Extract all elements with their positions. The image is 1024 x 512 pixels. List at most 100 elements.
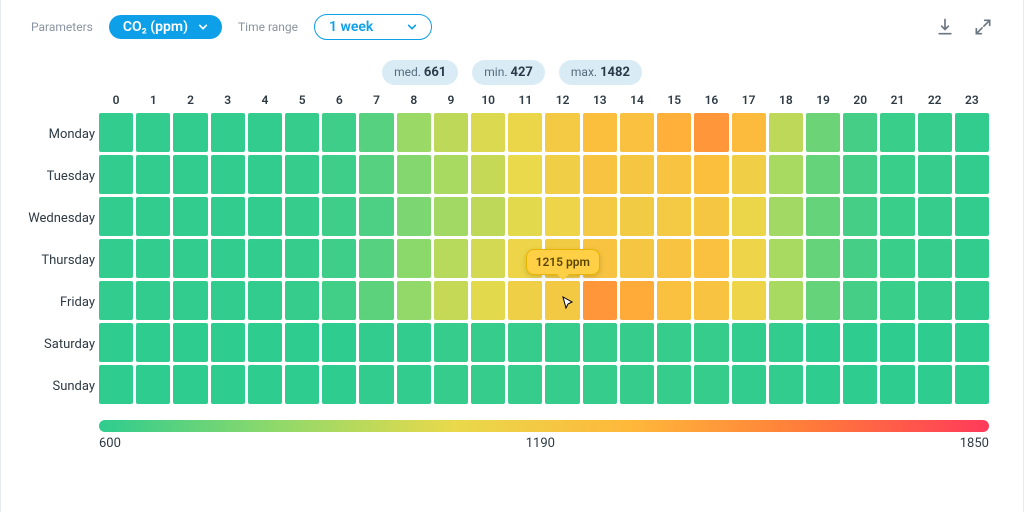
heatmap-cell[interactable] <box>173 365 207 404</box>
heatmap-cell[interactable] <box>397 365 431 404</box>
heatmap-cell[interactable] <box>248 239 282 278</box>
heatmap-cell[interactable] <box>359 323 393 362</box>
heatmap-cell[interactable] <box>173 323 207 362</box>
heatmap-cell[interactable] <box>955 365 989 404</box>
parameters-dropdown[interactable]: CO₂ (ppm) <box>109 15 222 39</box>
heatmap-cell[interactable] <box>285 323 319 362</box>
heatmap-cell[interactable] <box>397 239 431 278</box>
heatmap-cell[interactable] <box>732 197 766 236</box>
heatmap-cell[interactable] <box>657 323 691 362</box>
heatmap-cell[interactable] <box>732 155 766 194</box>
heatmap-cell[interactable] <box>806 113 840 152</box>
heatmap-cell[interactable] <box>322 155 356 194</box>
heatmap-cell[interactable] <box>434 113 468 152</box>
heatmap-cell[interactable] <box>843 281 877 320</box>
heatmap-cell[interactable] <box>508 197 542 236</box>
heatmap-cell[interactable] <box>434 281 468 320</box>
heatmap-cell[interactable] <box>955 197 989 236</box>
heatmap-cell[interactable] <box>508 113 542 152</box>
heatmap-cell[interactable] <box>285 239 319 278</box>
heatmap-cell[interactable] <box>471 365 505 404</box>
heatmap-cell[interactable] <box>99 365 133 404</box>
heatmap-cell[interactable] <box>694 155 728 194</box>
heatmap-cell[interactable] <box>583 197 617 236</box>
heatmap-cell[interactable] <box>322 197 356 236</box>
heatmap-cell[interactable] <box>136 113 170 152</box>
heatmap-cell[interactable] <box>769 323 803 362</box>
heatmap-cell[interactable] <box>211 113 245 152</box>
heatmap-cell[interactable] <box>508 239 542 278</box>
heatmap-cell[interactable] <box>545 239 579 278</box>
heatmap-cell[interactable] <box>211 281 245 320</box>
heatmap-cell[interactable] <box>806 365 840 404</box>
heatmap-cell[interactable] <box>769 197 803 236</box>
heatmap-cell[interactable] <box>359 113 393 152</box>
heatmap-cell[interactable] <box>657 281 691 320</box>
heatmap-cell[interactable] <box>359 239 393 278</box>
heatmap-cell[interactable] <box>285 155 319 194</box>
heatmap-cell[interactable] <box>99 281 133 320</box>
heatmap-cell[interactable] <box>434 365 468 404</box>
heatmap-cell[interactable] <box>359 365 393 404</box>
heatmap-cell[interactable] <box>471 155 505 194</box>
heatmap-cell[interactable] <box>918 155 952 194</box>
heatmap-cell[interactable] <box>545 365 579 404</box>
heatmap-cell[interactable] <box>732 365 766 404</box>
heatmap-cell[interactable] <box>471 323 505 362</box>
heatmap-cell[interactable] <box>880 155 914 194</box>
heatmap-cell[interactable] <box>880 365 914 404</box>
heatmap-cell[interactable] <box>211 323 245 362</box>
heatmap-cell[interactable] <box>880 323 914 362</box>
heatmap-cell[interactable] <box>173 113 207 152</box>
heatmap-cell[interactable] <box>397 197 431 236</box>
heatmap-cell[interactable] <box>583 155 617 194</box>
heatmap-cell[interactable] <box>843 365 877 404</box>
heatmap-cell[interactable] <box>880 197 914 236</box>
heatmap-cell[interactable] <box>285 365 319 404</box>
heatmap-cell[interactable] <box>434 155 468 194</box>
heatmap-cell[interactable] <box>880 239 914 278</box>
heatmap-cell[interactable] <box>955 113 989 152</box>
heatmap-cell[interactable] <box>620 155 654 194</box>
heatmap-cell[interactable] <box>99 155 133 194</box>
heatmap-cell[interactable] <box>99 323 133 362</box>
heatmap-cell[interactable] <box>397 113 431 152</box>
heatmap-cell[interactable] <box>732 323 766 362</box>
heatmap-cell[interactable] <box>508 365 542 404</box>
heatmap-cell[interactable] <box>732 281 766 320</box>
heatmap-cell[interactable] <box>136 197 170 236</box>
heatmap-cell[interactable] <box>583 323 617 362</box>
heatmap-cell[interactable] <box>471 239 505 278</box>
heatmap-cell[interactable] <box>471 113 505 152</box>
heatmap-cell[interactable] <box>434 239 468 278</box>
heatmap-cell[interactable] <box>99 113 133 152</box>
heatmap-cell[interactable] <box>620 239 654 278</box>
heatmap-cell[interactable] <box>620 323 654 362</box>
heatmap-cell[interactable] <box>397 323 431 362</box>
heatmap-cell[interactable] <box>211 197 245 236</box>
heatmap-cell[interactable] <box>397 281 431 320</box>
heatmap-cell[interactable] <box>732 239 766 278</box>
heatmap-cell[interactable] <box>359 281 393 320</box>
heatmap-cell[interactable] <box>322 113 356 152</box>
heatmap-cell[interactable] <box>359 155 393 194</box>
heatmap-cell[interactable] <box>806 281 840 320</box>
heatmap-cell[interactable] <box>211 365 245 404</box>
heatmap-cell[interactable] <box>620 365 654 404</box>
heatmap-cell[interactable] <box>620 281 654 320</box>
heatmap-cell[interactable] <box>173 155 207 194</box>
heatmap-cell[interactable] <box>657 113 691 152</box>
heatmap-cell[interactable] <box>99 239 133 278</box>
heatmap-cell[interactable] <box>769 155 803 194</box>
heatmap-cell[interactable] <box>694 365 728 404</box>
heatmap-cell[interactable] <box>694 281 728 320</box>
heatmap-cell[interactable] <box>843 155 877 194</box>
heatmap-cell[interactable] <box>211 155 245 194</box>
heatmap-cell[interactable] <box>657 239 691 278</box>
heatmap-cell[interactable] <box>806 323 840 362</box>
heatmap-cell[interactable] <box>471 197 505 236</box>
heatmap-cell[interactable] <box>136 281 170 320</box>
heatmap-cell[interactable] <box>583 239 617 278</box>
heatmap-cell[interactable] <box>508 323 542 362</box>
heatmap-cell[interactable] <box>248 155 282 194</box>
